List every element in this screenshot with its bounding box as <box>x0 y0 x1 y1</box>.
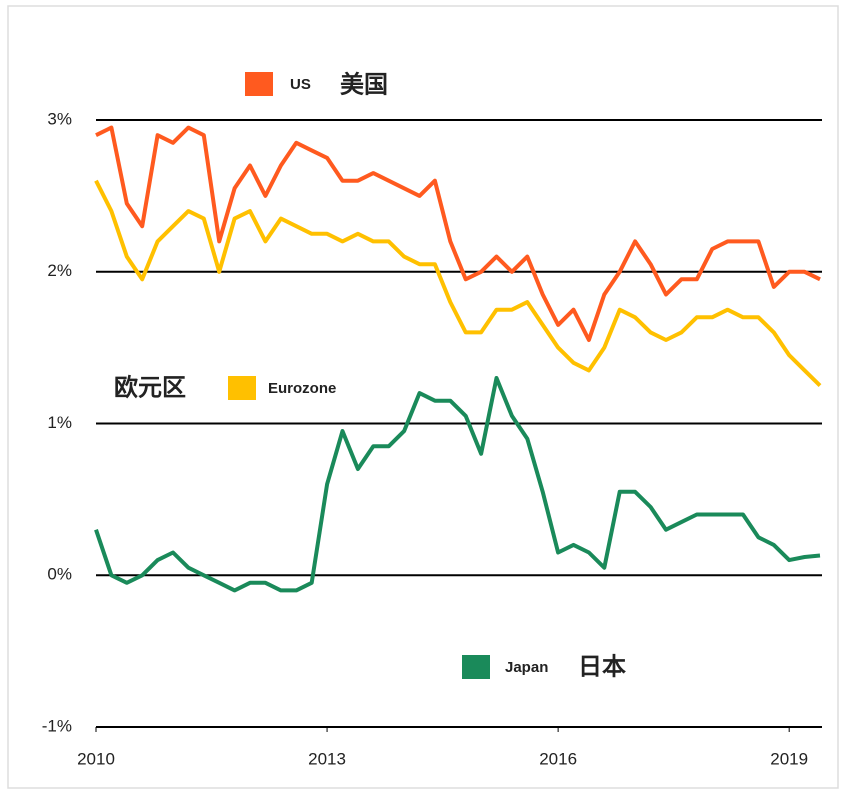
series-line <box>94 376 821 593</box>
series-line <box>94 179 822 388</box>
legend-swatch <box>245 72 273 96</box>
x-tick-label: 2013 <box>308 749 346 768</box>
legend-label-cn: 欧元区 <box>114 373 186 401</box>
x-tick-label: 2019 <box>770 749 808 768</box>
legend-label-cn: 日本 <box>578 653 626 680</box>
y-tick-label: 3% <box>47 109 72 128</box>
y-tick-label: 2% <box>47 261 72 280</box>
legend-swatch <box>462 655 490 679</box>
y-tick-label: -1% <box>42 716 72 735</box>
legend-label: Japan <box>505 659 548 676</box>
legend-label-cn: 美国 <box>340 70 388 98</box>
x-tick-label: 2016 <box>539 749 577 768</box>
legend-swatch <box>228 376 256 400</box>
x-tick-label: 2010 <box>77 749 115 768</box>
legend-label: US <box>290 76 311 93</box>
legend-label: Eurozone <box>268 380 336 397</box>
frame <box>7 5 839 789</box>
y-tick-label: 0% <box>47 565 72 584</box>
series-line <box>95 125 821 342</box>
y-tick-label: 1% <box>47 413 72 432</box>
